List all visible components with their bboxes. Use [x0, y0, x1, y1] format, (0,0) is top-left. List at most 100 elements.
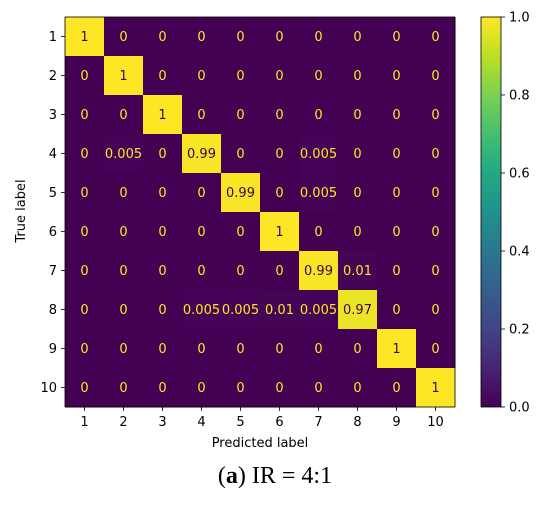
cell-value-label: 0 [158, 147, 166, 162]
cell-value-label: 0 [80, 69, 88, 84]
colorbar-tick-label: 0.8 [509, 89, 530, 104]
heatmap-cell [221, 173, 261, 213]
cell-value-label: 0 [119, 108, 127, 123]
cell-value-label: 0.005 [105, 147, 142, 162]
heatmap-cell [299, 329, 339, 369]
cell-value-label: 0 [158, 264, 166, 279]
x-tick-label: 1 [80, 415, 88, 430]
cell-value-label: 0 [353, 342, 361, 357]
y-tick-label: 1 [49, 30, 57, 45]
cell-value-label: 0.005 [222, 303, 259, 318]
cell-value-label: 0 [80, 186, 88, 201]
heatmap-cell [416, 290, 456, 330]
cell-value-label: 0 [236, 264, 244, 279]
heatmap-cell [182, 251, 222, 291]
heatmap-cell [299, 290, 339, 330]
cell-value-label: 1 [392, 342, 400, 357]
cell-value-label: 0 [392, 225, 400, 240]
heatmap-cell [221, 251, 261, 291]
cell-value-label: 0 [119, 186, 127, 201]
cell-value-label: 0 [158, 303, 166, 318]
heatmap-cell [104, 95, 144, 135]
heatmap-cell [416, 251, 456, 291]
heatmap-cell [338, 173, 378, 213]
heatmap-cell [416, 17, 456, 57]
x-axis-label: Predicted label [212, 436, 309, 451]
cell-value-label: 0 [353, 225, 361, 240]
cell-value-label: 0 [119, 264, 127, 279]
y-tick-label: 8 [49, 303, 57, 318]
heatmap-cells [65, 17, 456, 408]
heatmap-cell [221, 56, 261, 96]
heatmap-cell [338, 212, 378, 252]
y-tick-label: 2 [49, 69, 57, 84]
cell-value-label: 1 [119, 69, 127, 84]
cell-value-label: 0 [431, 264, 439, 279]
heatmap-cell [143, 17, 183, 57]
heatmap-cell [143, 212, 183, 252]
heatmap-cell [143, 95, 183, 135]
heatmap-cell [104, 17, 144, 57]
heatmap-cell [182, 56, 222, 96]
cell-value-label: 0 [275, 147, 283, 162]
cell-value-label: 0 [197, 264, 205, 279]
heatmap-cell [416, 368, 456, 408]
heatmap-cell [65, 134, 105, 174]
heatmap-cell [260, 173, 300, 213]
heatmap-cell [260, 251, 300, 291]
colorbar-tick-label: 0.2 [509, 323, 530, 338]
heatmap-cell [299, 173, 339, 213]
cell-value-label: 0 [80, 381, 88, 396]
cell-value-label: 0 [392, 108, 400, 123]
heatmap-cell [221, 368, 261, 408]
heatmap-cell [299, 56, 339, 96]
heatmap-cell [65, 95, 105, 135]
heatmap-cell [299, 368, 339, 408]
cell-value-label: 0 [275, 381, 283, 396]
cell-value-label: 0 [431, 186, 439, 201]
heatmap-cell [377, 251, 417, 291]
heatmap-cell [221, 290, 261, 330]
cell-value-label: 0 [80, 108, 88, 123]
heatmap-cell [416, 329, 456, 369]
heatmap-cell [221, 134, 261, 174]
cell-value-label: 0 [353, 69, 361, 84]
heatmap-cell [260, 290, 300, 330]
heatmap-cell [338, 290, 378, 330]
cell-value-label: 0 [236, 147, 244, 162]
x-tick-label: 4 [197, 415, 205, 430]
cell-value-label: 0 [119, 381, 127, 396]
heatmap-cell [65, 329, 105, 369]
heatmap-cell [143, 173, 183, 213]
heatmap-cell [416, 173, 456, 213]
heatmap-cell [143, 290, 183, 330]
heatmap-cell [143, 368, 183, 408]
cell-value-label: 0 [236, 69, 244, 84]
cell-value-label: 0 [431, 69, 439, 84]
heatmap-cell [182, 95, 222, 135]
figure-caption: (a) IR = 4:1 [217, 463, 333, 489]
cell-value-label: 0 [353, 30, 361, 45]
y-tick-label: 10 [40, 381, 57, 396]
heatmap-cell [65, 17, 105, 57]
heatmap-cell [104, 173, 144, 213]
cell-value-label: 0 [236, 30, 244, 45]
heatmap-cell [260, 134, 300, 174]
heatmap-cell [143, 56, 183, 96]
cell-value-label: 0 [431, 303, 439, 318]
y-axis-label: True label [14, 179, 29, 243]
cell-value-label: 0 [353, 147, 361, 162]
heatmap-cell [143, 134, 183, 174]
colorbar-tick-label: 1.0 [509, 11, 530, 26]
cell-value-label: 0 [197, 30, 205, 45]
heatmap-cell [221, 17, 261, 57]
cell-value-label: 0 [158, 381, 166, 396]
cell-value-label: 0 [158, 186, 166, 201]
cell-value-label: 0 [236, 381, 244, 396]
cell-value-label: 0 [158, 342, 166, 357]
heatmap-cell [104, 56, 144, 96]
cell-value-label: 0 [431, 108, 439, 123]
plot-frame [64, 16, 456, 408]
heatmap-cell [338, 95, 378, 135]
heatmap-cell [182, 368, 222, 408]
